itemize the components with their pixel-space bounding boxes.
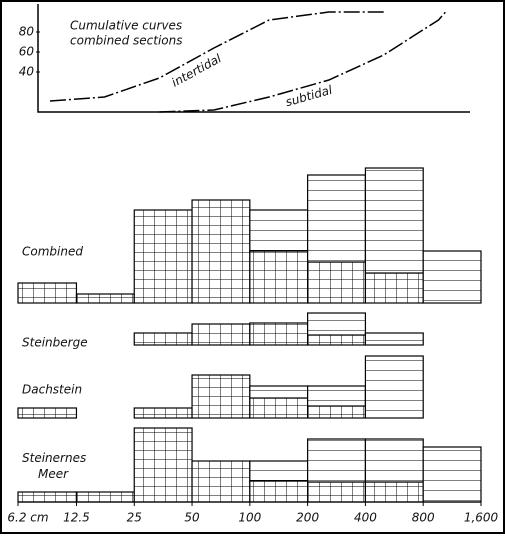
histogram-bar (17, 407, 78, 419)
histogram-bar (307, 405, 367, 419)
histogram-bar (307, 385, 367, 407)
histogram-bar (422, 446, 482, 503)
histogram-bar (133, 209, 193, 304)
histogram-bar (17, 491, 78, 503)
x-tick-label: 800 (412, 511, 435, 525)
histogram-bar (75, 293, 135, 304)
histogram-bar (307, 438, 367, 483)
histogram-bar (364, 355, 424, 419)
histogram-bar (133, 332, 193, 346)
histogram-bar (249, 460, 309, 482)
x-tick-label: 12.5 (63, 511, 90, 525)
x-tick-label: 200 (296, 511, 319, 525)
panel-title: Dachstein (22, 383, 82, 397)
curve-label: subtidal (284, 83, 334, 110)
histogram-bar (307, 312, 367, 336)
histogram-bar (249, 209, 309, 252)
histogram-bar (191, 199, 251, 304)
chart-subtitle: combined sections (70, 34, 182, 48)
histogram-bar (133, 427, 193, 503)
histogram-bar (307, 481, 367, 503)
panel-title: Steinernes Meer (22, 451, 86, 481)
histogram-bar (191, 323, 251, 346)
cumulative-curve (159, 11, 447, 113)
y-tick-label: 40 (19, 65, 35, 79)
histogram-bar (364, 167, 424, 274)
histogram-bar (133, 407, 193, 419)
cumulative-curve (49, 11, 384, 102)
x-tick-label: 400 (354, 511, 377, 525)
y-tick-label: 60 (19, 45, 35, 59)
histogram-bar (307, 174, 367, 263)
histogram-bar (249, 397, 309, 419)
panel-title: Combined (22, 245, 83, 259)
histogram-bar (17, 282, 78, 304)
x-tick-label: 100 (238, 511, 261, 525)
panel-title: Steinberge (22, 336, 88, 350)
x-tick-label: 6.2 cm (7, 511, 48, 525)
x-tick-label: 25 (127, 511, 142, 525)
histogram-bar (249, 480, 309, 503)
histogram-bar (364, 272, 424, 304)
histogram-bar (307, 261, 367, 304)
histogram-bar (75, 491, 135, 503)
x-tick-label: 1,600 (464, 511, 499, 525)
chart-title: Cumulative curves (70, 19, 182, 33)
histogram-bar (191, 460, 251, 503)
histogram-bar (364, 481, 424, 503)
histogram-bar (307, 334, 367, 346)
histogram-bar (249, 322, 309, 346)
y-tick-label: 80 (19, 25, 35, 39)
histogram-bar (249, 385, 309, 399)
x-tick-label: 50 (184, 511, 200, 525)
histogram-bar (364, 438, 424, 483)
cumulative-frame (37, 4, 470, 113)
histogram-bar (422, 250, 482, 304)
histogram-bar (191, 374, 251, 419)
histogram-bar (249, 250, 309, 304)
histogram-bar (364, 332, 424, 346)
